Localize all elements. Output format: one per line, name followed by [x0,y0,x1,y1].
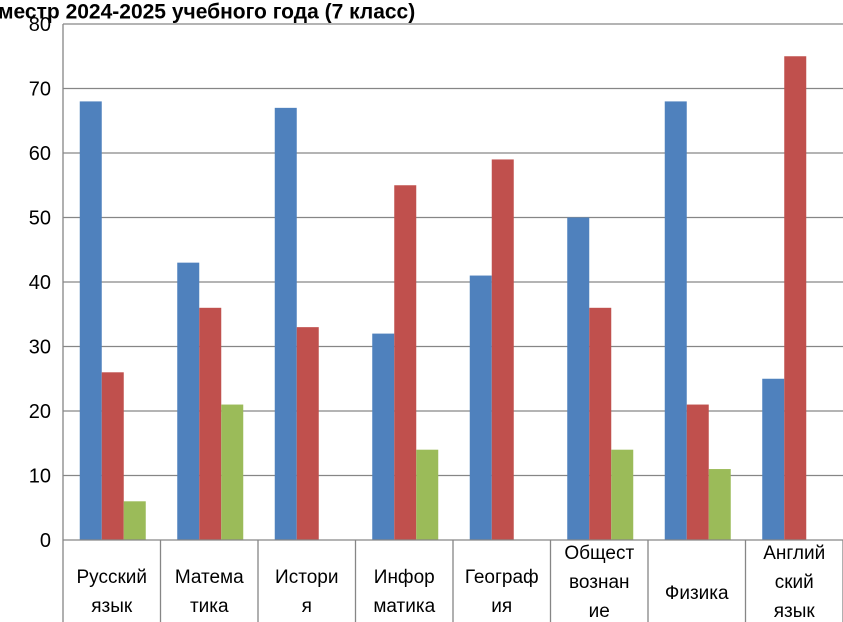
x-category-label: Инфор матика [373,567,435,617]
x-category-label-line: язык [774,601,816,622]
bar [101,372,124,540]
axes [62,24,843,622]
bar [177,262,200,540]
y-tick-label: 0 [40,530,51,552]
bar [762,378,785,540]
x-category-label-line: Русский [77,567,148,588]
x-category-label: Русский язык [77,567,148,617]
bar [394,185,417,540]
x-category-label-line: тика [190,596,229,617]
x-category-label-line: Инфор [374,567,435,588]
x-category-label-line: ия [491,596,512,617]
x-category-label-line: матика [373,596,435,617]
x-category-label-line: ский [775,572,814,593]
bar [589,307,612,540]
x-category-label: Общест вознан ие [564,543,634,622]
x-category-label-line: ие [589,601,610,622]
x-category-label-line: Англий [763,543,825,564]
y-tick-label: 60 [29,143,51,165]
x-category-labels: Русский язык Матема тика Истори я Инфор матика Г… [77,543,826,622]
x-category-label-line: Общест [564,543,634,564]
y-tick-label: 80 [29,14,51,36]
y-tick-label: 10 [29,466,51,488]
y-tick-labels: 0 10 20 30 40 50 60 70 80 [29,14,51,552]
bar [372,333,395,540]
bar [708,469,731,540]
y-tick-label: 70 [29,79,51,101]
y-tick-label: 40 [29,272,51,294]
bar [664,101,687,541]
x-category-label-line: Физика [665,583,729,604]
x-category-label: Истори я [275,567,338,617]
bar [416,449,439,540]
bars [79,56,807,541]
bar [199,307,222,540]
bar [274,107,297,540]
x-category-label-line: Географ [465,567,539,588]
bar [79,101,102,541]
bar [491,159,514,540]
y-tick-label: 30 [29,337,51,359]
bar [469,275,492,540]
x-category-label: Англий ский язык [763,543,825,622]
bar [784,56,807,540]
x-category-label: Физика [665,583,729,604]
x-category-label: Географ ия [465,567,539,617]
bar [567,217,590,540]
x-category-label-line: язык [91,596,133,617]
bar [686,404,709,540]
chart-title: местр 2024-2025 учебного года (7 класс) [0,0,415,23]
x-category-label-line: Матема [175,567,244,588]
x-category-label-line: вознан [569,572,630,593]
bar [611,449,634,540]
x-category-label: Матема тика [175,567,244,617]
bar [221,404,244,540]
bar [123,501,146,540]
x-category-label-line: Истори [275,567,338,588]
y-tick-label: 20 [29,401,51,423]
x-category-label-line: я [302,596,312,617]
y-tick-label: 50 [29,208,51,230]
bar [296,327,319,540]
